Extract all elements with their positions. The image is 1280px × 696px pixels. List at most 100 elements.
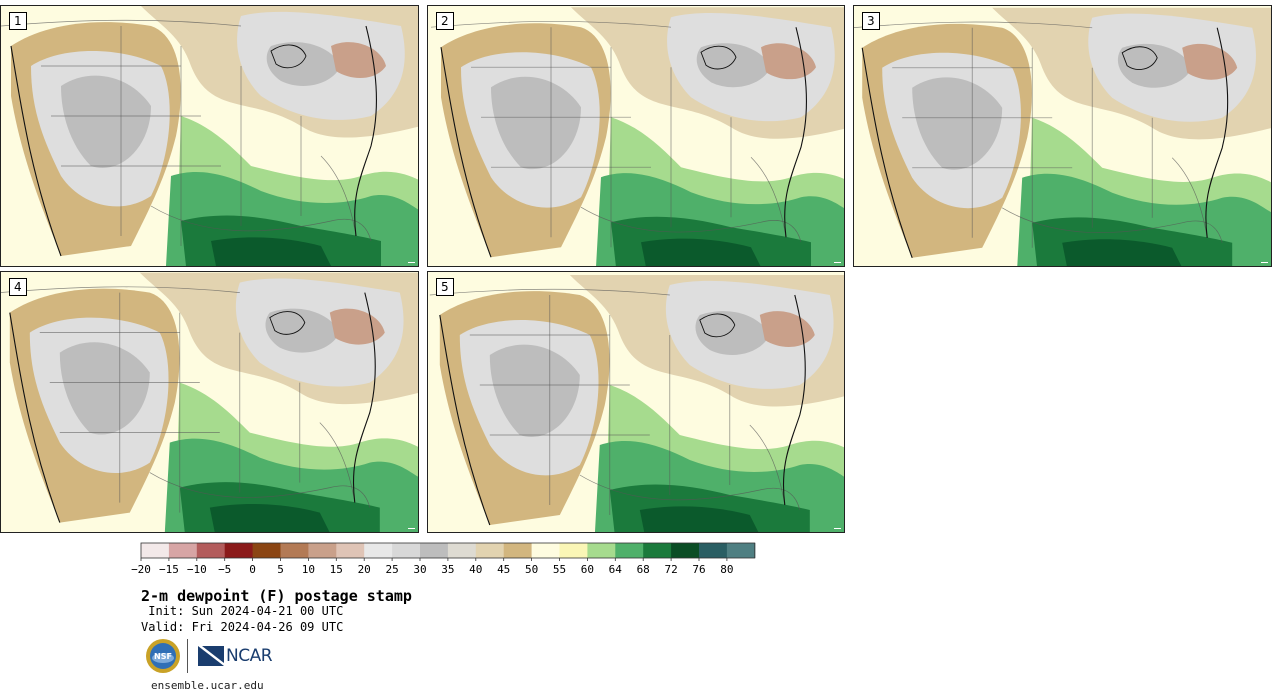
colorbar-swatch (392, 543, 421, 558)
great-basin-grey (912, 77, 1003, 170)
colorbar-swatch (308, 543, 337, 558)
member-panel-5: 5 (427, 271, 845, 533)
panel-corner-mark (834, 528, 841, 529)
member-label-3: 3 (862, 12, 880, 30)
great-lakes-outline (270, 44, 307, 69)
colorbar-tick-label: 10 (302, 563, 315, 576)
colorbar-tick-label: 15 (330, 563, 343, 576)
colorbar-swatch (559, 543, 588, 558)
valid-time: Valid: Fri 2024-04-26 09 UTC (141, 620, 344, 634)
colorbar-swatch (280, 543, 309, 558)
colorbar-swatch (475, 543, 505, 558)
member-panel-2: 2 (427, 5, 845, 267)
state-boundary (320, 155, 357, 237)
great-lakes-outline (1121, 46, 1158, 70)
great-basin-grey (59, 342, 150, 435)
logo-divider (187, 639, 188, 673)
west-coastline (10, 45, 62, 257)
member-label-1: 1 (9, 12, 27, 30)
site-url: ensemble.ucar.edu (151, 679, 264, 692)
panel-corner-mark (834, 262, 841, 263)
gulf-moisture-core (209, 503, 330, 532)
east-coastline (782, 294, 806, 506)
colorbar-swatch (699, 543, 728, 558)
state-boundary (319, 422, 356, 503)
colorbar-swatch (643, 543, 672, 558)
colorbar-swatch (726, 543, 756, 558)
colorbar-tick-label: 72 (664, 563, 677, 576)
member-panel-3: 3 (853, 5, 1272, 267)
colorbar: −20 −15 −10 −5 0 5 10 15 20 25 30 35 40 45 50 55 60 64 68 7… (131, 542, 757, 577)
west-coastline (9, 312, 61, 523)
colorbar-swatch (168, 543, 198, 558)
colorbar-tick-label: −15 (159, 563, 179, 576)
great-lakes-outline (269, 311, 306, 335)
colorbar-swatch (420, 543, 449, 558)
colorbar-tick-label: 64 (609, 563, 623, 576)
state-boundary (149, 472, 371, 508)
east-coastline (352, 292, 376, 503)
colorbar-swatch (671, 543, 700, 558)
panel-corner-mark (1261, 262, 1268, 263)
west-coastline (861, 47, 913, 258)
east-coastline (354, 25, 377, 237)
init-time: Init: Sun 2024-04-21 00 UTC (141, 604, 344, 618)
northeast-dry-brown (1182, 43, 1238, 80)
colorbar-swatch (336, 543, 365, 558)
colorbar-swatch (447, 543, 477, 558)
dewpoint-map-5 (428, 272, 844, 532)
colorbar-tick-label: 35 (441, 563, 454, 576)
colorbar-swatch (503, 543, 533, 558)
colorbar-swatch (615, 543, 644, 558)
dewpoint-map-4 (1, 272, 418, 532)
colorbar-tick-label: 55 (553, 563, 566, 576)
dewpoint-map-1 (1, 6, 418, 266)
colorbar-tick-label: 5 (277, 563, 284, 576)
member-label-5: 5 (436, 278, 454, 296)
colorbar-swatch (196, 543, 226, 558)
great-lakes-outline (699, 313, 736, 338)
colorbar-swatch (141, 543, 170, 558)
colorbar-tick-label: −20 (131, 563, 151, 576)
panel-corner-mark (408, 262, 415, 263)
gulf-moisture-core (639, 506, 759, 532)
state-boundary (1171, 157, 1208, 238)
colorbar-tick-label: 60 (581, 563, 594, 576)
ncar-logo-text: NCAR (226, 646, 273, 666)
colorbar-tick-label: 68 (637, 563, 650, 576)
east-coastline (1205, 27, 1229, 238)
northeast-dry-brown (331, 42, 386, 78)
west-coastline (439, 314, 491, 526)
colorbar-swatch (587, 543, 616, 558)
product-title: 2-m dewpoint (F) postage stamp (141, 587, 412, 605)
state-boundary (750, 156, 787, 238)
colorbar-tick-label: 0 (249, 563, 256, 576)
colorbar-tick-label: 30 (413, 563, 426, 576)
state-boundary (430, 21, 672, 28)
gulf-moisture-core (211, 237, 331, 266)
member-label-4: 4 (9, 278, 27, 296)
gulf-moisture-core (641, 238, 761, 266)
dewpoint-map-3 (854, 6, 1271, 266)
colorbar-tick-label: −10 (187, 563, 207, 576)
colorbar-swatch (531, 543, 560, 558)
colorbar-tick-label: 50 (525, 563, 538, 576)
state-boundary (150, 205, 372, 242)
east-coastline (784, 27, 807, 238)
colorbar-swatch (364, 543, 393, 558)
colorbar-swatch (252, 543, 281, 558)
state-boundary (749, 424, 786, 506)
colorbar-swatch (224, 543, 254, 558)
member-label-2: 2 (436, 12, 454, 30)
northeast-dry-brown (759, 311, 815, 347)
panel-corner-mark (408, 528, 415, 529)
northeast-dry-brown (761, 43, 816, 80)
ncar-logo: NCAR (198, 646, 273, 666)
svg-text:NSF: NSF (154, 652, 172, 661)
member-panel-1: 1 (0, 5, 419, 267)
colorbar-tick-label: 76 (692, 563, 705, 576)
great-lakes-outline (700, 45, 737, 70)
logo-bar: NSF NCAR (145, 638, 273, 674)
colorbar-tick-label: 45 (497, 563, 510, 576)
dewpoint-map-2 (428, 6, 844, 266)
